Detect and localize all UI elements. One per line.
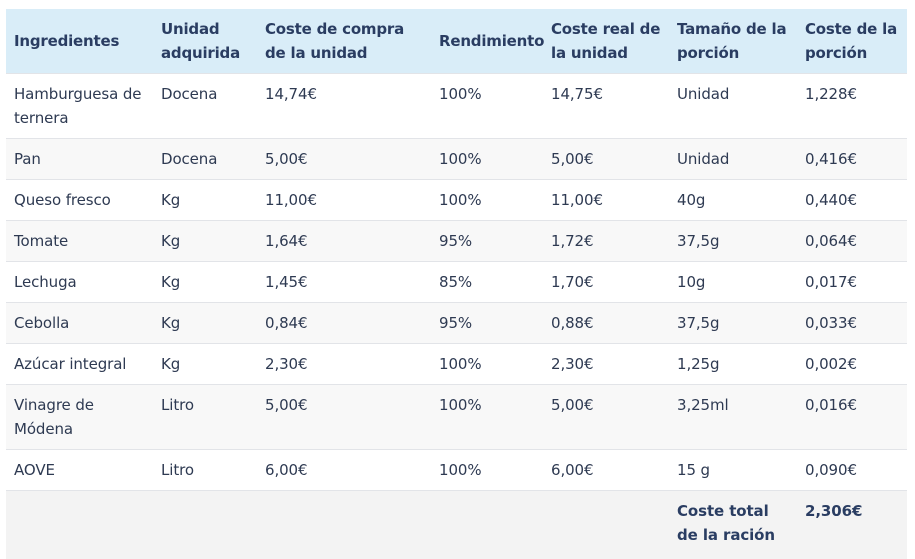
header-rendimiento: Rendimiento: [431, 9, 543, 74]
table-row: Azúcar integral Kg 2,30€ 100% 2,30€ 1,25…: [6, 344, 907, 385]
header-unidad-adquirida: Unidad adquirida: [153, 9, 257, 74]
cell-portion-cost: 0,090€: [797, 450, 907, 491]
ingredient-cost-table: Ingredientes Unidad adquirida Coste de c…: [6, 9, 907, 559]
cell-ingredient: Pan: [6, 139, 153, 180]
cell-unit: Docena: [153, 139, 257, 180]
cell-unit: Kg: [153, 180, 257, 221]
cell-real-cost: 1,70€: [543, 262, 669, 303]
cell-real-cost: 5,00€: [543, 139, 669, 180]
cell-purchase-cost: 0,84€: [257, 303, 431, 344]
cell-purchase-cost: 14,74€: [257, 74, 431, 139]
cell-yield: 85%: [431, 262, 543, 303]
cell-yield: 100%: [431, 344, 543, 385]
cell-real-cost: 0,88€: [543, 303, 669, 344]
cell-unit: Docena: [153, 74, 257, 139]
cell-ingredient: Tomate: [6, 221, 153, 262]
total-label: Coste total de la ración: [669, 491, 797, 559]
header-coste-real: Coste real de la unidad: [543, 9, 669, 74]
cell-real-cost: 2,30€: [543, 344, 669, 385]
cell-real-cost: 6,00€: [543, 450, 669, 491]
table-row: Hamburguesa de ternera Docena 14,74€ 100…: [6, 74, 907, 139]
cell-purchase-cost: 2,30€: [257, 344, 431, 385]
cell-real-cost: 5,00€: [543, 385, 669, 450]
cell-yield: 100%: [431, 385, 543, 450]
cell-yield: 100%: [431, 74, 543, 139]
cell-unit: Litro: [153, 385, 257, 450]
cell-portion-cost: 0,440€: [797, 180, 907, 221]
total-value: 2,306€: [797, 491, 907, 559]
cell-portion-size: 37,5g: [669, 303, 797, 344]
table-row: Pan Docena 5,00€ 100% 5,00€ Unidad 0,416…: [6, 139, 907, 180]
cell-purchase-cost: 1,45€: [257, 262, 431, 303]
header-tamano-porcion: Tamaño de la porción: [669, 9, 797, 74]
header-coste-compra: Coste de compra de la unidad: [257, 9, 431, 74]
cell-empty: [6, 491, 153, 559]
cell-portion-cost: 0,416€: [797, 139, 907, 180]
cell-portion-cost: 0,016€: [797, 385, 907, 450]
cell-unit: Kg: [153, 262, 257, 303]
cell-empty: [257, 491, 431, 559]
cell-unit: Kg: [153, 221, 257, 262]
cell-portion-cost: 0,064€: [797, 221, 907, 262]
cell-yield: 95%: [431, 221, 543, 262]
cell-portion-size: Unidad: [669, 74, 797, 139]
cell-portion-size: 1,25g: [669, 344, 797, 385]
cell-real-cost: 14,75€: [543, 74, 669, 139]
cell-purchase-cost: 1,64€: [257, 221, 431, 262]
cell-portion-size: 37,5g: [669, 221, 797, 262]
cell-real-cost: 11,00€: [543, 180, 669, 221]
cell-yield: 100%: [431, 180, 543, 221]
cell-purchase-cost: 5,00€: [257, 139, 431, 180]
table-header-row: Ingredientes Unidad adquirida Coste de c…: [6, 9, 907, 74]
cell-ingredient: Queso fresco: [6, 180, 153, 221]
cell-portion-size: 40g: [669, 180, 797, 221]
cell-ingredient: Hamburguesa de ternera: [6, 74, 153, 139]
table-row: Tomate Kg 1,64€ 95% 1,72€ 37,5g 0,064€: [6, 221, 907, 262]
table-row: Queso fresco Kg 11,00€ 100% 11,00€ 40g 0…: [6, 180, 907, 221]
cell-yield: 100%: [431, 139, 543, 180]
header-coste-porcion: Coste de la porción: [797, 9, 907, 74]
cell-yield: 95%: [431, 303, 543, 344]
table-row: Lechuga Kg 1,45€ 85% 1,70€ 10g 0,017€: [6, 262, 907, 303]
table-row: Cebolla Kg 0,84€ 95% 0,88€ 37,5g 0,033€: [6, 303, 907, 344]
cell-unit: Litro: [153, 450, 257, 491]
cell-ingredient: Vinagre de Módena: [6, 385, 153, 450]
cell-ingredient: Lechuga: [6, 262, 153, 303]
cell-unit: Kg: [153, 303, 257, 344]
cell-empty: [543, 491, 669, 559]
cell-portion-size: Unidad: [669, 139, 797, 180]
cell-purchase-cost: 6,00€: [257, 450, 431, 491]
cell-portion-size: 10g: [669, 262, 797, 303]
cell-empty: [431, 491, 543, 559]
total-row: Coste total de la ración 2,306€: [6, 491, 907, 559]
cell-real-cost: 1,72€: [543, 221, 669, 262]
table-row: AOVE Litro 6,00€ 100% 6,00€ 15 g 0,090€: [6, 450, 907, 491]
cell-unit: Kg: [153, 344, 257, 385]
cell-purchase-cost: 5,00€: [257, 385, 431, 450]
cell-portion-size: 15 g: [669, 450, 797, 491]
cell-portion-size: 3,25ml: [669, 385, 797, 450]
cell-ingredient: Cebolla: [6, 303, 153, 344]
cell-ingredient: AOVE: [6, 450, 153, 491]
table-row: Vinagre de Módena Litro 5,00€ 100% 5,00€…: [6, 385, 907, 450]
cell-portion-cost: 0,002€: [797, 344, 907, 385]
header-ingredientes: Ingredientes: [6, 9, 153, 74]
cell-portion-cost: 0,017€: [797, 262, 907, 303]
cell-ingredient: Azúcar integral: [6, 344, 153, 385]
cell-portion-cost: 1,228€: [797, 74, 907, 139]
cell-purchase-cost: 11,00€: [257, 180, 431, 221]
cost-table-container: Ingredientes Unidad adquirida Coste de c…: [6, 9, 907, 559]
cell-empty: [153, 491, 257, 559]
cell-portion-cost: 0,033€: [797, 303, 907, 344]
cell-yield: 100%: [431, 450, 543, 491]
